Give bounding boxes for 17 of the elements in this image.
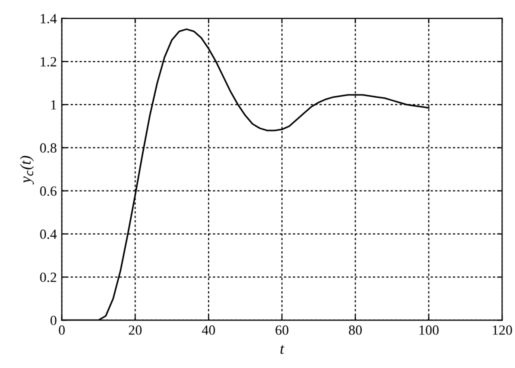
y-tick-label: 0.6 xyxy=(40,186,57,196)
y-tick-label: 0.2 xyxy=(40,272,56,282)
y-tick-label: 0.8 xyxy=(40,143,56,153)
x-tick-label: 20 xyxy=(128,325,142,335)
x-tick-label: 40 xyxy=(202,325,215,335)
y-axis-title: y$_{c}$(t) xyxy=(20,156,34,184)
x-tick-label: 60 xyxy=(276,325,288,335)
x-tick-label: 100 xyxy=(420,325,439,335)
y-tick-label: 0 xyxy=(50,316,56,326)
y-tick-label: 1 xyxy=(51,100,56,110)
x-tick-label: 0 xyxy=(58,325,65,335)
x-axis-title: t xyxy=(280,345,284,354)
x-tick-label: 80 xyxy=(348,325,362,335)
y-tick-label: 1.2 xyxy=(40,57,56,67)
y-tick-label: 0.4 xyxy=(40,230,57,239)
y-tick-label: 1.4 xyxy=(40,14,57,24)
x-tick-label: 120 xyxy=(492,325,512,335)
